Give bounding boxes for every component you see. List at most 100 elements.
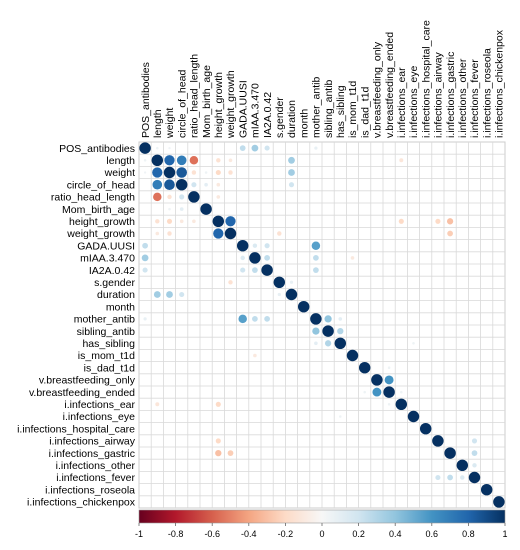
correlation-circle <box>322 325 334 337</box>
correlation-circle <box>277 231 282 236</box>
correlation-circle <box>444 447 456 459</box>
correlation-circle <box>387 403 391 406</box>
correlation-circle <box>167 194 172 200</box>
correlation-circle <box>228 158 233 163</box>
row-label: i.infections_roseola <box>45 484 135 496</box>
grid <box>138 141 506 509</box>
column-label: is_mom_t1d <box>347 81 359 138</box>
correlation-circle <box>313 267 319 273</box>
correlation-circle <box>142 267 148 273</box>
row-label: i.infections_chickenpox <box>27 497 136 509</box>
correlation-circle <box>164 155 175 166</box>
correlation-circle <box>371 374 383 386</box>
row-label: v.breastfeeding_ended <box>29 387 135 399</box>
correlation-circle <box>312 327 320 335</box>
correlation-circle <box>153 192 162 202</box>
correlation-circle <box>251 144 259 152</box>
column-label: v.breastfeeding_ended <box>384 32 396 138</box>
correlation-circle <box>407 410 420 423</box>
correlation-circle <box>471 438 478 444</box>
correlation-circle <box>152 179 163 190</box>
row-label: has_sibling <box>82 338 135 350</box>
correlation-circle <box>240 255 245 261</box>
correlation-circle <box>447 230 453 237</box>
column-label: month <box>298 109 310 138</box>
correlation-circle <box>264 243 270 249</box>
row-label: POS_antibodies <box>59 143 135 155</box>
column-label: i.infections_hospital_care <box>420 20 432 138</box>
correlation-circle <box>155 402 160 407</box>
column-label: weight <box>164 108 176 139</box>
correlation-circle <box>435 474 441 481</box>
correlation-circle <box>179 207 184 211</box>
row-label: IA2A.0.42 <box>89 265 135 277</box>
colorbar-tick-label: 0.6 <box>426 529 439 539</box>
column-label: i.infections_airway <box>433 51 445 138</box>
correlation-circle <box>314 146 318 150</box>
column-label: duration <box>286 100 298 138</box>
row-label: duration <box>97 289 135 301</box>
correlation-circle <box>212 215 225 228</box>
correlation-circle <box>155 231 160 236</box>
correlation-circle <box>399 158 404 163</box>
row-label: height_growth <box>69 216 135 228</box>
correlation-circle <box>175 178 188 191</box>
correlation-circle <box>264 255 270 261</box>
row-label: ratio_head_length <box>51 192 135 204</box>
correlation-circle <box>189 156 199 165</box>
correlation-circle <box>419 422 432 435</box>
correlation-circle <box>493 496 505 508</box>
correlation-circle <box>249 252 261 264</box>
correlation-circle <box>472 463 477 468</box>
row-label: i.infections_eye <box>63 411 136 423</box>
column-label: v.breastfeeding_only <box>372 41 384 138</box>
column-label: circle_of_head <box>176 70 188 138</box>
correlation-circle <box>252 243 258 248</box>
colorbar-tick-label: 0 <box>319 529 324 539</box>
column-label: height_growth <box>213 72 225 138</box>
correlation-circle <box>143 171 147 174</box>
correlation-circle <box>339 415 342 418</box>
correlation-circle <box>334 337 347 350</box>
correlation-circle <box>456 459 469 472</box>
correlation-circle <box>151 154 164 167</box>
correlation-circle <box>363 390 366 394</box>
column-label: Mom_birth_age <box>201 65 213 138</box>
correlation-circle <box>215 438 221 444</box>
row-label: is_mom_t1d <box>78 350 135 362</box>
correlation-circle <box>141 254 149 262</box>
row-label: weight <box>104 167 135 179</box>
column-label: i.infections_other <box>457 58 469 138</box>
row-label: weight_growth <box>66 228 135 240</box>
column-label: s.gender <box>274 97 286 138</box>
correlation-circle <box>372 387 382 397</box>
correlation-circle <box>324 340 332 347</box>
correlation-circle <box>228 280 233 285</box>
correlation-circle <box>238 314 247 324</box>
correlation-circle <box>167 231 172 236</box>
correlation-circle <box>176 155 187 166</box>
correlation-circle <box>239 145 246 151</box>
row-label: circle_of_head <box>67 179 135 191</box>
colorbar-tick-label: -0.4 <box>241 529 257 539</box>
correlation-circle <box>215 169 221 176</box>
correlation-circle <box>153 291 161 298</box>
colorbar-tick-label: 1 <box>502 529 507 539</box>
correlation-circle <box>179 194 185 200</box>
correlation-circle <box>314 341 318 346</box>
column-label: i.infections_fever <box>469 59 481 138</box>
correlation-circle <box>383 386 395 398</box>
correlation-circle <box>288 156 295 164</box>
column-label: sibling_antib <box>323 79 335 138</box>
row-label: Mom_birth_age <box>62 204 135 216</box>
colorbar-tick-label: -0.8 <box>168 529 184 539</box>
column-label: i.infections_chickenpox <box>494 29 506 138</box>
row-label: mIAA.3.470 <box>80 253 135 265</box>
correlation-circle <box>289 280 294 284</box>
correlation-circle <box>179 291 185 298</box>
column-label: i.infections_ear <box>396 67 408 138</box>
correlation-circle <box>191 170 197 175</box>
correlation-circle <box>224 227 237 240</box>
correlation-circle <box>398 218 404 224</box>
correlation-circle <box>179 219 184 224</box>
